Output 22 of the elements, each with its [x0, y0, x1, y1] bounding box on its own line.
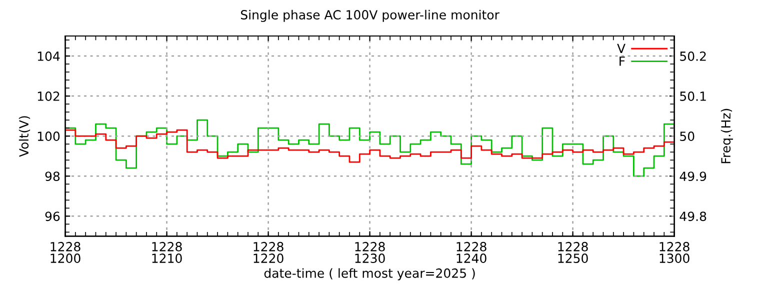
legend-label: F: [620, 56, 625, 66]
x-axis-title: date-time ( left most year=2025 ): [264, 268, 475, 280]
x-tick-label: 1228 1300: [660, 242, 690, 264]
x-tick-label: 1228 1210: [152, 242, 182, 264]
x-tick-label: 1228 1240: [456, 242, 486, 264]
y-tick-label: 104: [38, 51, 60, 61]
y2-tick-label: 50: [680, 132, 694, 142]
y-axis-title: Volt(V): [18, 116, 30, 157]
y2-axis-title: Freq.(Hz): [720, 108, 733, 164]
y-tick-label: 96: [45, 212, 60, 222]
x-tick-label: 1228 1250: [558, 242, 588, 264]
x-tick-label: 1228 1200: [50, 242, 80, 264]
y2-tick-label: 49.9: [680, 172, 706, 182]
chart-title: Single phase AC 100V power-line monitor: [240, 10, 500, 22]
y2-tick-label: 50.1: [680, 92, 706, 101]
y-tick-label: 100: [38, 132, 60, 142]
y-tick-label: 102: [38, 92, 60, 101]
y2-tick-label: 50.2: [680, 51, 706, 61]
legend-label: V: [617, 44, 626, 53]
y-tick-label: 98: [45, 172, 60, 182]
y2-tick-label: 49.8: [680, 212, 706, 222]
x-tick-label: 1228 1230: [355, 242, 385, 264]
